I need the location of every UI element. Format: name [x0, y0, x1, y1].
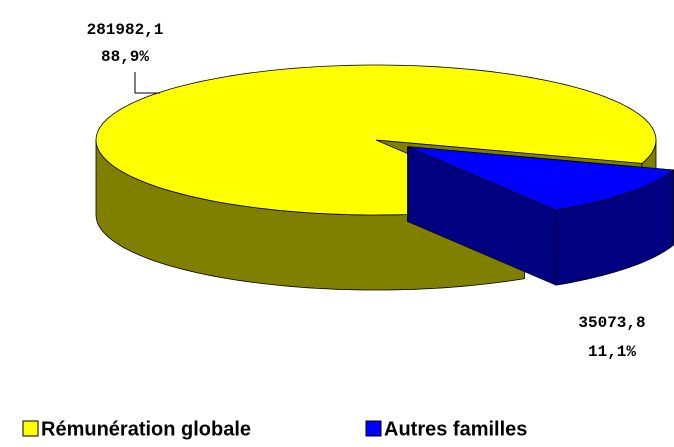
leader-line	[134, 72, 160, 94]
percent-label: 11,1%	[588, 343, 636, 361]
slice	[407, 146, 674, 211]
value-label: 35073,8	[578, 314, 645, 332]
legend-label: Rémunération globale	[41, 418, 251, 440]
slice	[95, 64, 657, 216]
legend-swatch	[365, 420, 382, 437]
percent-label: 88,9%	[101, 48, 149, 66]
value-label: 281982,1	[87, 21, 164, 39]
legend-label: Autres familles	[384, 418, 527, 440]
legend-swatch	[22, 420, 39, 437]
pie	[95, 64, 674, 291]
